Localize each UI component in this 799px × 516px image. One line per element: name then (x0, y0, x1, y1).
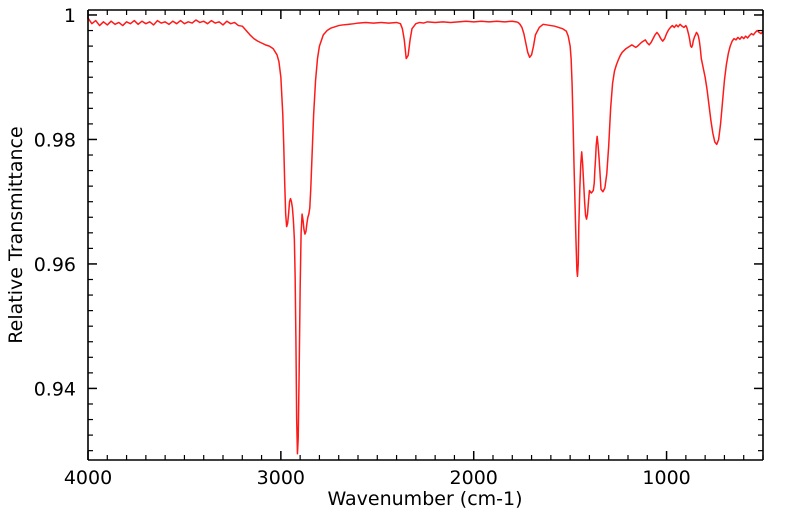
x-tick-label: 4000 (64, 467, 112, 489)
y-tick-label: 1 (64, 5, 76, 27)
y-tick-label: 0.96 (34, 254, 76, 276)
x-tick-label: 1000 (642, 467, 690, 489)
plot-background (88, 10, 763, 460)
x-axis-tick-labels: 4000 3000 2000 1000 (64, 467, 691, 489)
x-tick-label: 3000 (257, 467, 305, 489)
y-tick-label: 0.94 (34, 378, 76, 400)
y-axis-label: Relative Transmittance (5, 126, 27, 343)
x-axis-ticks (87, 10, 764, 460)
y-axis-tick-labels: 1 0.98 0.96 0.94 (34, 5, 76, 400)
axes-frame (87, 9, 764, 461)
x-tick-label: 2000 (450, 467, 498, 489)
y-axis-ticks (88, 14, 763, 452)
spectrum-trace (88, 17, 763, 455)
y-tick-label: 0.98 (34, 129, 76, 151)
x-axis-label: Wavenumber (cm-1) (327, 488, 522, 510)
